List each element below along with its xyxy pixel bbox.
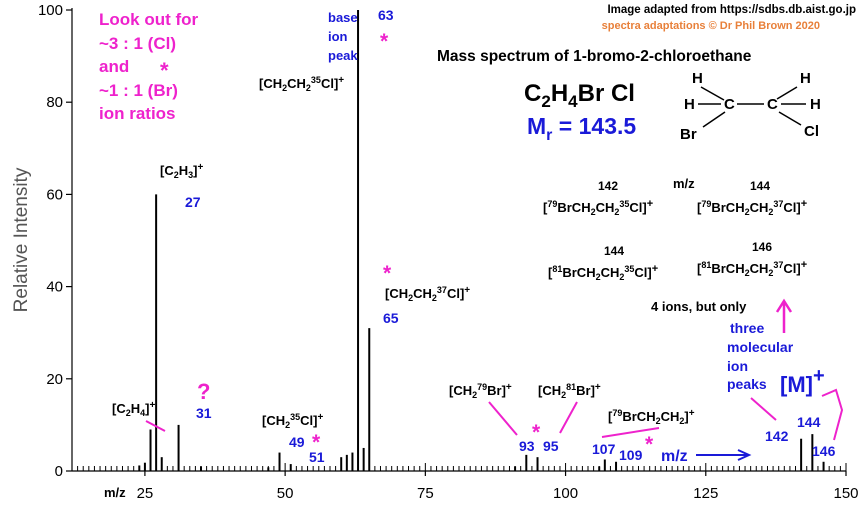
svg-text:base: base: [328, 10, 358, 25]
lookout-line-4: ~1 : 1 (Br): [99, 81, 178, 100]
x-axis-title: m/z: [104, 485, 126, 500]
svg-text:*: *: [645, 433, 654, 456]
ion-table-mz-b: 144: [750, 179, 770, 193]
struct-h-top-left: H: [692, 70, 703, 87]
x-tick-label: 150: [833, 485, 858, 502]
x-tick-label: 75: [417, 485, 434, 502]
pointer-lines: [145, 388, 844, 441]
y-tick-label: 0: [55, 463, 63, 480]
three-peaks-note: three molecular ion peaks: [727, 320, 794, 392]
lookout-line-2: ~3 : 1 (Cl): [99, 34, 176, 53]
ion-ch2-79br: [CH279Br]+: [449, 382, 512, 400]
struct-h-right: H: [810, 96, 821, 113]
y-ticks: 0 20 40 60 80 100: [38, 2, 72, 480]
struct-h-top-right: H: [800, 70, 811, 87]
y-axis-title: Relative Intensity: [11, 167, 32, 312]
ion-ch2-81br: [CH281Br]+: [538, 382, 601, 400]
lookout-line-1: Look out for: [99, 10, 199, 29]
up-arrow: [775, 298, 793, 333]
peak-label-27: 27: [185, 194, 201, 210]
molecular-ion-symbol: [M]+: [780, 365, 825, 397]
ion-c2h3: [C2H3]+: [160, 162, 203, 180]
y-tick-label: 60: [46, 186, 63, 203]
svg-text:*: *: [312, 431, 321, 454]
x-tick-label: 50: [277, 485, 294, 502]
mz-arrow-label: m/z: [661, 448, 688, 465]
peak-label-146: 146: [812, 443, 836, 459]
lookout-star: *: [160, 58, 169, 83]
molecular-formula: C2H4Br Cl: [524, 80, 635, 111]
peak-label-144: 144: [797, 414, 821, 430]
svg-text:molecular: molecular: [727, 339, 794, 355]
svg-text:*: *: [380, 30, 389, 53]
lookout-line-3: and: [99, 57, 129, 76]
x-tick-label: 125: [693, 485, 718, 502]
svg-text:peak: peak: [328, 48, 358, 63]
struct-c-2: C: [767, 96, 778, 113]
chart-title: Mass spectrum of 1-bromo-2-chloroethane: [437, 48, 752, 65]
structural-formula: H H H C C H Br Cl: [680, 70, 821, 143]
lookout-note: Look out for ~3 : 1 (Cl) and * ~1 : 1 (B…: [99, 10, 199, 123]
y-tick-label: 40: [46, 279, 63, 296]
peak-label-107: 107: [592, 441, 616, 457]
ion-table-mz-d: 146: [752, 240, 772, 254]
ion-ch2-35cl: [CH235Cl]+: [262, 412, 323, 430]
ion-c2h4: [C2H4]+: [112, 400, 155, 418]
y-tick-label: 80: [46, 94, 63, 111]
svg-text:ion: ion: [328, 29, 348, 44]
x-tick-label: 100: [553, 485, 578, 502]
question-mark: ?: [197, 379, 210, 404]
svg-text:*: *: [383, 262, 392, 285]
ion-79brch2ch2: [79BrCH2CH2]+: [608, 408, 695, 426]
svg-text:ion: ion: [727, 358, 748, 374]
ion-79-35: [79BrCH2CH235Cl]+: [543, 198, 653, 217]
peak-label-93: 93: [519, 438, 535, 454]
ion-81-37: [81BrCH2CH237Cl]+: [697, 259, 807, 278]
ion-table-mz-header: m/z: [673, 176, 695, 191]
credit-line-2: spectra adaptations © Dr Phil Brown 2020: [602, 20, 820, 32]
svg-text:peaks: peaks: [727, 376, 767, 392]
ion-81-35: [81BrCH2CH235Cl]+: [548, 263, 658, 282]
stars: * * * * *: [312, 30, 654, 456]
svg-text:*: *: [532, 421, 541, 444]
ion-table-mz-a: 142: [598, 179, 618, 193]
peak-number-labels: 27 31 49 51 63 65 93 95 107 109 142 144 …: [185, 7, 836, 465]
ion-ch2ch2-37cl: [CH2CH237Cl]+: [385, 285, 470, 303]
relative-molecular-mass: Mr = 143.5: [527, 113, 636, 144]
peak-label-49: 49: [289, 434, 305, 450]
x-tick-label: 25: [137, 485, 154, 502]
y-tick-label: 20: [46, 371, 63, 388]
base-peak-note: base ion peak: [328, 10, 358, 63]
peak-label-142: 142: [765, 428, 789, 444]
peak-label-109: 109: [619, 447, 643, 463]
credit-line-1: Image adapted from https://sdbs.db.aist.…: [607, 4, 856, 16]
struct-h-left: H: [684, 96, 695, 113]
peak-label-95: 95: [543, 438, 559, 454]
peak-label-63: 63: [378, 7, 394, 23]
struct-cl: Cl: [804, 123, 819, 140]
mz-right-arrow: [696, 449, 752, 461]
lookout-line-5: ion ratios: [99, 104, 176, 123]
struct-br: Br: [680, 126, 697, 143]
ion-table: 142 m/z 144 [79BrCH2CH235Cl]+ [79BrCH2CH…: [543, 176, 807, 282]
peak-label-31: 31: [196, 405, 212, 421]
four-ions-note: 4 ions, but only: [651, 299, 747, 314]
peaks: [138, 10, 825, 471]
ion-79-37: [79BrCH2CH237Cl]+: [697, 198, 807, 217]
peak-label-65: 65: [383, 310, 399, 326]
ion-ch2ch2-35cl: [CH2CH235Cl]+: [259, 75, 344, 93]
y-tick-label: 100: [38, 2, 63, 19]
x-ticks: 25 50 75 100 125 150: [71, 463, 859, 502]
peak-label-51: 51: [309, 449, 325, 465]
peak-annotations: [C2H3]+ [C2H4]+ [CH235Cl]+ [CH2CH235Cl]+…: [112, 7, 836, 465]
ion-table-mz-c: 144: [604, 244, 624, 258]
svg-text:three: three: [730, 320, 764, 336]
struct-c-1: C: [724, 96, 735, 113]
